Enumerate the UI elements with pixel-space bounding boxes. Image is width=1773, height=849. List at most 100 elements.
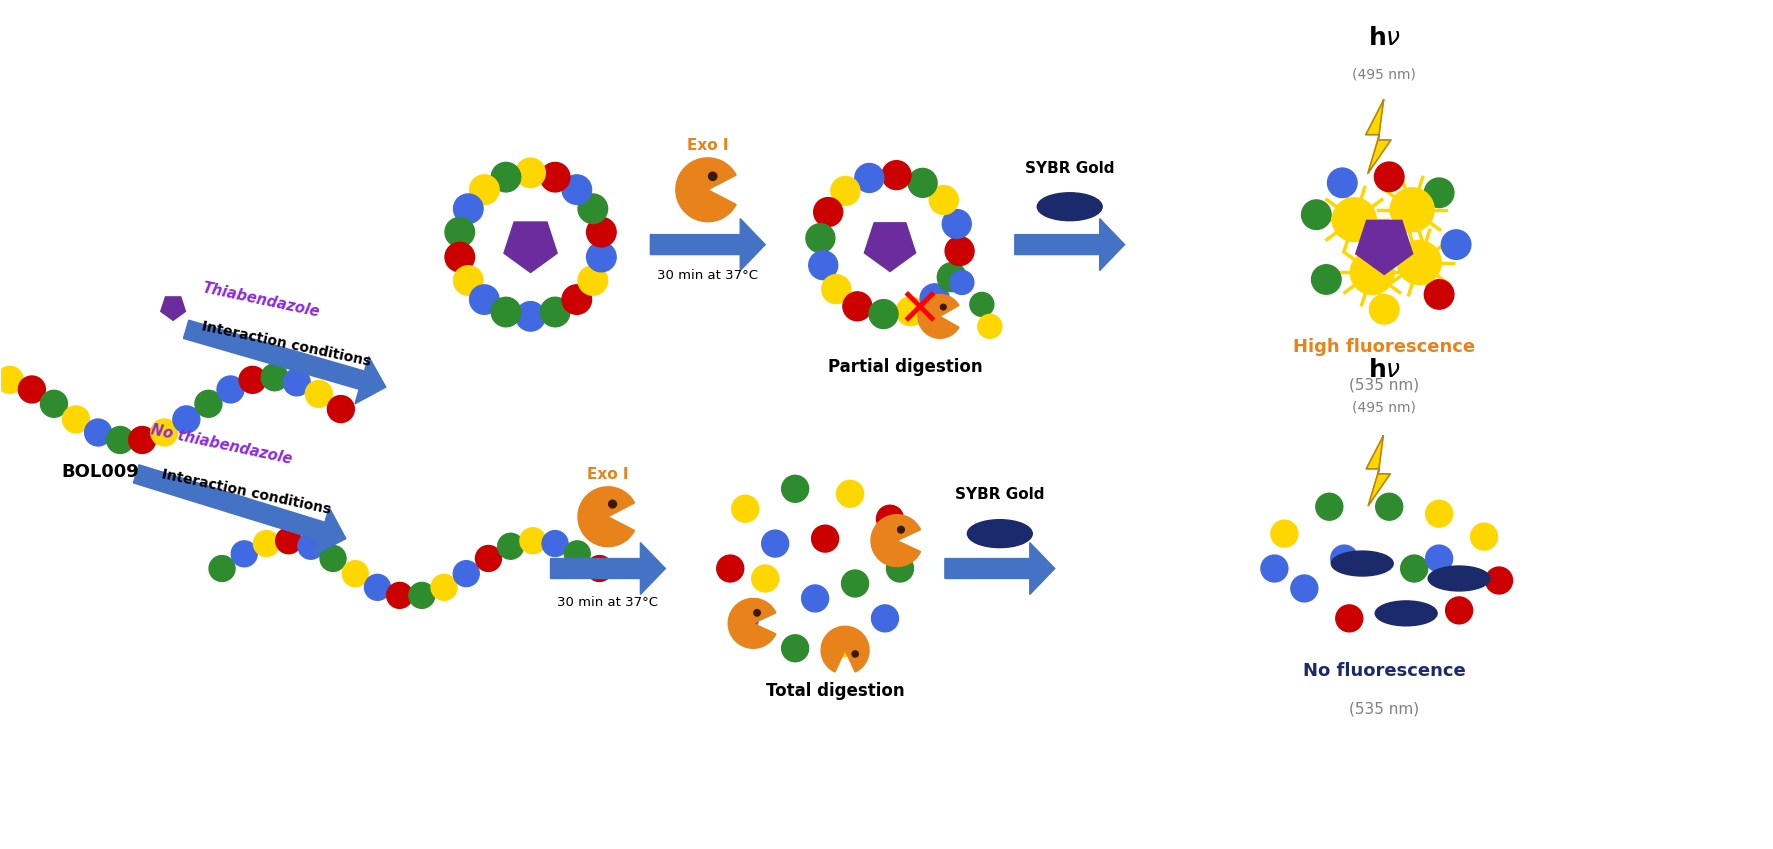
Circle shape <box>1374 162 1404 192</box>
Text: Thiabendazole: Thiabendazole <box>200 280 321 319</box>
Circle shape <box>929 186 957 215</box>
Circle shape <box>979 314 1002 338</box>
Circle shape <box>541 297 569 327</box>
Text: h$\nu$: h$\nu$ <box>1367 26 1401 50</box>
Circle shape <box>842 292 872 321</box>
Circle shape <box>298 533 324 559</box>
Circle shape <box>1261 555 1287 582</box>
Circle shape <box>1351 250 1394 295</box>
Circle shape <box>1425 545 1452 572</box>
Circle shape <box>230 541 257 567</box>
Circle shape <box>842 570 869 597</box>
Wedge shape <box>729 599 777 649</box>
Circle shape <box>1332 545 1358 572</box>
Circle shape <box>321 546 346 571</box>
Polygon shape <box>1356 221 1413 274</box>
Circle shape <box>342 560 369 587</box>
Circle shape <box>1470 523 1498 550</box>
Polygon shape <box>1365 100 1390 173</box>
FancyArrow shape <box>551 543 665 594</box>
Circle shape <box>216 376 245 403</box>
FancyArrow shape <box>1014 219 1124 271</box>
Circle shape <box>940 304 947 310</box>
Circle shape <box>837 481 863 507</box>
Circle shape <box>62 406 89 433</box>
Circle shape <box>895 297 926 326</box>
Circle shape <box>454 194 482 223</box>
Circle shape <box>475 546 502 571</box>
Circle shape <box>239 367 266 393</box>
Circle shape <box>832 177 860 205</box>
Circle shape <box>807 223 835 253</box>
Text: Exo I: Exo I <box>686 138 729 153</box>
FancyArrow shape <box>133 464 346 554</box>
Text: Interaction conditions: Interaction conditions <box>200 319 372 369</box>
Circle shape <box>782 475 808 503</box>
Circle shape <box>897 526 904 533</box>
Text: High fluorescence: High fluorescence <box>1293 338 1475 357</box>
Circle shape <box>491 162 521 192</box>
Circle shape <box>445 217 475 247</box>
Circle shape <box>431 575 457 600</box>
Circle shape <box>562 284 592 314</box>
Text: Partial digestion: Partial digestion <box>828 358 982 376</box>
Circle shape <box>587 555 612 582</box>
Circle shape <box>174 406 200 433</box>
Circle shape <box>1425 500 1452 527</box>
Circle shape <box>950 271 973 295</box>
Circle shape <box>970 292 995 317</box>
Circle shape <box>752 565 778 592</box>
Ellipse shape <box>1037 193 1103 221</box>
Circle shape <box>1424 178 1454 207</box>
Circle shape <box>445 242 475 272</box>
Polygon shape <box>161 297 186 320</box>
Circle shape <box>1369 295 1399 324</box>
Wedge shape <box>871 514 920 566</box>
Circle shape <box>754 610 761 616</box>
Circle shape <box>578 194 608 223</box>
Circle shape <box>261 364 289 391</box>
Circle shape <box>454 560 479 587</box>
Circle shape <box>0 367 23 393</box>
Text: Exo I: Exo I <box>587 467 629 482</box>
Circle shape <box>541 162 569 192</box>
Ellipse shape <box>968 520 1032 548</box>
Circle shape <box>519 528 546 554</box>
Circle shape <box>129 426 156 453</box>
Circle shape <box>716 555 743 582</box>
Circle shape <box>608 500 617 508</box>
Circle shape <box>1328 168 1356 198</box>
Circle shape <box>470 175 500 205</box>
Circle shape <box>732 495 759 522</box>
Circle shape <box>886 555 913 582</box>
Circle shape <box>1301 200 1332 229</box>
Circle shape <box>945 237 973 266</box>
Circle shape <box>18 376 46 403</box>
Circle shape <box>872 604 899 632</box>
Circle shape <box>853 651 858 657</box>
Circle shape <box>454 266 482 295</box>
Polygon shape <box>865 222 915 272</box>
Circle shape <box>1376 493 1402 520</box>
Text: BOL009: BOL009 <box>62 463 138 481</box>
Circle shape <box>1332 198 1376 242</box>
Wedge shape <box>821 627 869 672</box>
Circle shape <box>587 217 617 247</box>
Text: h$\nu$: h$\nu$ <box>1367 358 1401 382</box>
Circle shape <box>832 630 858 657</box>
Circle shape <box>195 391 222 417</box>
Circle shape <box>801 585 828 612</box>
Circle shape <box>1271 520 1298 547</box>
Circle shape <box>941 210 972 239</box>
Circle shape <box>855 164 883 193</box>
Circle shape <box>782 635 808 661</box>
Circle shape <box>1316 493 1342 520</box>
Circle shape <box>587 242 617 272</box>
Circle shape <box>562 175 592 205</box>
Text: (495 nm): (495 nm) <box>1353 67 1417 82</box>
Circle shape <box>85 419 112 446</box>
Circle shape <box>470 284 500 314</box>
Circle shape <box>920 284 949 312</box>
Circle shape <box>1445 597 1473 624</box>
Text: (535 nm): (535 nm) <box>1349 377 1418 392</box>
